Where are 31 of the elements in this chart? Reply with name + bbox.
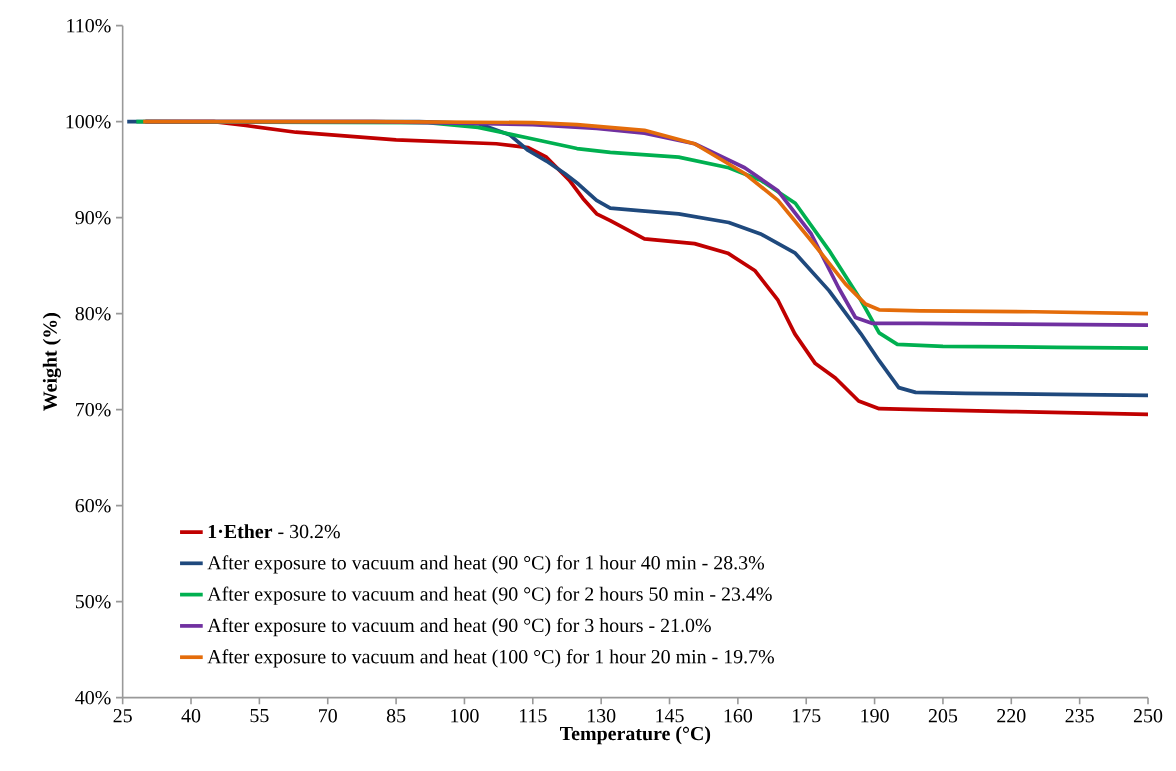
x-tick-label: 70 <box>319 709 337 723</box>
legend-label: After exposure to vacuum and heat (100 °C) for 1 hour 20 min - 19.7% <box>207 649 774 668</box>
legend-label: After exposure to vacuum and heat (90 °C) for 2 hours 50 min - 23.4% <box>207 586 772 605</box>
y-tick-label: 80% <box>75 306 111 321</box>
x-tick-label: 40 <box>181 709 201 723</box>
x-tick-label: 220 <box>997 709 1026 723</box>
y-tick-label: 90% <box>75 210 111 225</box>
legend-label: 1·Ether - 30.2% <box>208 524 340 539</box>
x-tick-label: 160 <box>724 709 753 723</box>
x-tick-label: 175 <box>793 709 821 723</box>
legend-label: After exposure to vacuum and heat (90 °C) for 3 hours - 21.0% <box>207 617 711 637</box>
legend-label: After exposure to vacuum and heat (90 °C) for 1 hour 40 min - 28.3% <box>207 555 765 574</box>
y-tick-label: 110% <box>67 18 111 33</box>
y-tick-label: 100% <box>66 114 111 129</box>
x-tick-label: 190 <box>861 709 889 723</box>
x-tick-label: 85 <box>386 709 406 723</box>
y-tick-label: 40% <box>75 690 111 705</box>
y-axis-title: Weight (%) <box>42 313 62 411</box>
x-tick-label: 115 <box>519 709 547 723</box>
x-tick-label: 25 <box>113 709 132 723</box>
x-axis-title: Temperature (°C) <box>560 726 711 745</box>
x-tick-label: 145 <box>656 709 684 723</box>
x-tick-label: 250 <box>1133 709 1163 723</box>
x-tick-label: 235 <box>1065 709 1094 723</box>
x-tick-label: 55 <box>250 709 269 723</box>
y-tick-label: 60% <box>75 498 111 513</box>
x-tick-label: 130 <box>587 709 616 723</box>
y-tick-label: 50% <box>75 594 111 609</box>
x-tick-label: 100 <box>451 709 479 723</box>
x-tick-label: 205 <box>928 709 958 723</box>
y-tick-label: 70% <box>76 402 111 417</box>
